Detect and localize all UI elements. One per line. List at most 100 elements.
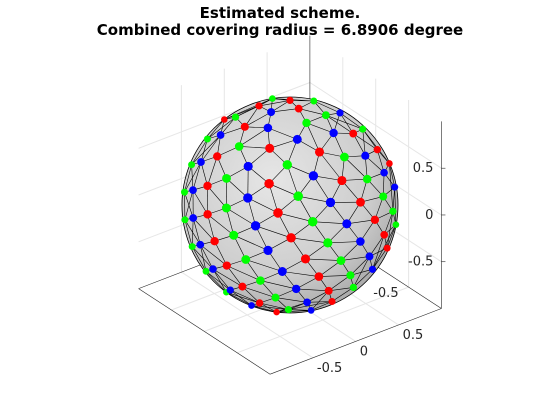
data-point: [271, 293, 280, 302]
mesh-edge: [226, 207, 234, 236]
mesh-edge: [207, 214, 234, 236]
data-point: [255, 102, 263, 110]
mesh-edge: [184, 161, 202, 193]
mesh-edge: [340, 256, 370, 261]
mesh-edge: [350, 256, 370, 276]
mesh-edge: [207, 214, 215, 242]
data-point: [286, 96, 294, 104]
data-point: [222, 173, 231, 183]
data-point: [181, 216, 189, 224]
data-point: [349, 129, 358, 138]
mesh-edge: [372, 247, 388, 270]
mesh-edge: [341, 180, 361, 203]
data-point: [284, 306, 292, 314]
mesh-edge: [200, 244, 207, 272]
mesh-edge: [214, 241, 228, 266]
data-point: [203, 210, 212, 219]
data-point: [386, 160, 393, 167]
mesh-edge: [200, 138, 208, 163]
data-point: [197, 158, 205, 166]
mesh-edge: [244, 111, 272, 128]
mesh-edge: [258, 100, 291, 107]
grid-line: [237, 286, 409, 354]
data-point: [210, 236, 219, 246]
data-point: [370, 215, 380, 224]
data-point: [286, 233, 296, 243]
mesh-edge: [353, 269, 373, 288]
data-point: [373, 146, 381, 154]
mesh-edge: [353, 256, 370, 288]
mesh-edge: [365, 155, 385, 173]
mesh-edge: [386, 224, 397, 249]
data-point: [308, 171, 319, 181]
mesh-edge: [325, 114, 363, 130]
data-point: [222, 261, 231, 270]
mesh-edge: [192, 217, 201, 245]
mesh-edge: [288, 309, 312, 311]
mesh-edge: [239, 146, 270, 149]
axis-line-front-2: [269, 308, 442, 375]
data-point: [380, 230, 389, 239]
data-point: [340, 152, 349, 162]
mesh-edge: [184, 219, 193, 247]
data-point: [307, 307, 315, 314]
data-points: [181, 95, 400, 316]
data-point: [356, 197, 365, 207]
data-point: [325, 197, 336, 208]
mesh-edge: [244, 105, 260, 127]
mesh-edge: [207, 119, 225, 140]
data-point: [379, 192, 388, 201]
data-point: [294, 104, 303, 113]
mesh-edge: [251, 305, 277, 313]
mesh-edge: [306, 122, 334, 134]
mesh-edge: [191, 246, 214, 270]
mesh-edge: [298, 108, 326, 116]
mesh-edge: [325, 114, 354, 134]
mesh-edge: [212, 268, 227, 293]
tick-label-y: -0.5: [373, 286, 398, 301]
mesh-edge: [242, 286, 276, 298]
mesh-edge: [389, 163, 395, 188]
data-point: [356, 237, 365, 246]
mesh-edge: [220, 126, 245, 136]
data-point: [307, 216, 318, 227]
data-point: [380, 168, 388, 177]
data-point: [324, 286, 333, 295]
mesh-edge: [297, 196, 313, 222]
mesh-edge: [191, 138, 208, 165]
mesh-edge: [369, 234, 385, 257]
mesh-edge: [192, 217, 215, 242]
mesh-edge: [310, 290, 329, 311]
mesh-edge: [339, 112, 363, 130]
data-point: [213, 152, 222, 161]
mesh-edge: [200, 244, 214, 270]
data-point: [263, 245, 273, 256]
mesh-edge: [277, 212, 313, 222]
mesh-edge: [247, 197, 256, 226]
mesh-edge: [383, 211, 394, 235]
data-point: [303, 298, 311, 307]
mesh-edge: [313, 100, 341, 114]
tick-label-x: 0: [360, 344, 368, 359]
mesh-edge: [239, 127, 269, 147]
mesh-edge: [268, 183, 299, 197]
mesh-edge: [205, 271, 227, 293]
mesh-edge: [327, 241, 361, 244]
data-point: [243, 193, 253, 203]
mesh-edge: [377, 149, 385, 173]
data-point: [189, 214, 198, 222]
mesh-edge: [352, 133, 366, 156]
mesh-edge: [275, 297, 308, 303]
data-point: [203, 135, 211, 143]
mesh-edge: [372, 234, 385, 270]
mesh-edge: [226, 265, 261, 281]
data-point: [349, 283, 358, 292]
mesh-edge: [268, 183, 279, 213]
data-point: [229, 230, 239, 240]
mesh-edge: [298, 195, 331, 203]
data-point: [292, 134, 302, 144]
data-point: [310, 97, 318, 105]
data-point: [216, 131, 225, 139]
data-point: [300, 254, 311, 264]
data-point: [292, 284, 301, 294]
